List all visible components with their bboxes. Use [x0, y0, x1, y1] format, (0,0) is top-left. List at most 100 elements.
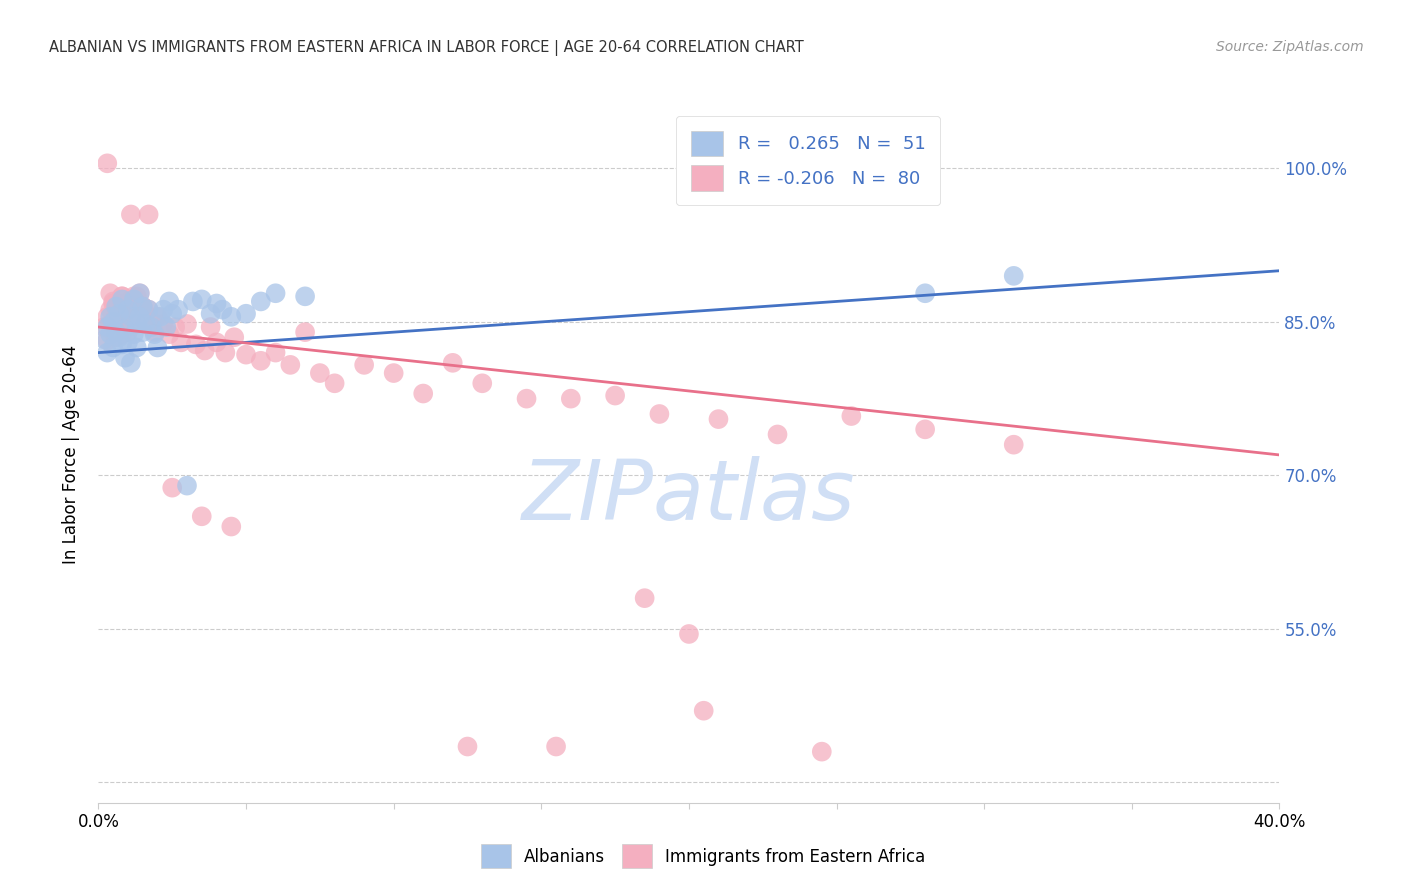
- Point: [152, 317, 174, 331]
- Point: [323, 376, 346, 391]
- Point: [105, 325, 128, 339]
- Point: [810, 745, 832, 759]
- Point: [117, 335, 139, 350]
- Point: [120, 310, 142, 324]
- Point: [914, 422, 936, 436]
- Y-axis label: In Labor Force | Age 20-64: In Labor Force | Age 20-64: [62, 345, 80, 565]
- Point: [128, 310, 150, 324]
- Point: [135, 317, 157, 331]
- Point: [546, 739, 568, 754]
- Point: [120, 356, 142, 370]
- Point: [111, 289, 134, 303]
- Point: [560, 392, 582, 406]
- Point: [117, 325, 139, 339]
- Point: [125, 317, 148, 331]
- Point: [98, 310, 121, 324]
- Text: ALBANIAN VS IMMIGRANTS FROM EASTERN AFRICA IN LABOR FORCE | AGE 20-64 CORRELATIO: ALBANIAN VS IMMIGRANTS FROM EASTERN AFRI…: [49, 40, 804, 56]
- Point: [111, 289, 134, 303]
- Point: [96, 334, 118, 348]
- Legend: Albanians, Immigrants from Eastern Africa: Albanians, Immigrants from Eastern Afric…: [474, 838, 932, 875]
- Point: [353, 358, 375, 372]
- Point: [135, 307, 157, 321]
- Point: [211, 302, 233, 317]
- Point: [1002, 268, 1025, 283]
- Point: [98, 302, 121, 317]
- Point: [1002, 438, 1025, 452]
- Point: [191, 509, 214, 524]
- Point: [125, 300, 148, 314]
- Point: [105, 307, 128, 321]
- Point: [93, 320, 115, 334]
- Point: [141, 315, 163, 329]
- Point: [122, 294, 145, 309]
- Point: [693, 704, 716, 718]
- Point: [114, 300, 136, 314]
- Point: [96, 345, 118, 359]
- Point: [515, 392, 537, 406]
- Point: [264, 345, 287, 359]
- Point: [103, 294, 125, 309]
- Point: [278, 358, 302, 372]
- Point: [98, 327, 121, 342]
- Point: [96, 320, 118, 334]
- Legend: R =   0.265   N =  51, R = -0.206   N =  80: R = 0.265 N = 51, R = -0.206 N = 80: [676, 116, 939, 205]
- Point: [138, 207, 160, 221]
- Point: [135, 317, 157, 331]
- Point: [105, 310, 128, 324]
- Point: [382, 366, 405, 380]
- Point: [224, 330, 246, 344]
- Point: [146, 341, 169, 355]
- Point: [184, 337, 207, 351]
- Point: [98, 286, 121, 301]
- Point: [114, 302, 136, 317]
- Point: [167, 302, 190, 317]
- Point: [157, 327, 180, 342]
- Point: [412, 386, 434, 401]
- Point: [96, 156, 118, 170]
- Point: [162, 481, 183, 495]
- Point: [155, 320, 177, 334]
- Point: [143, 325, 166, 339]
- Point: [141, 320, 163, 334]
- Point: [120, 310, 142, 324]
- Point: [250, 353, 273, 368]
- Point: [117, 302, 139, 317]
- Point: [205, 296, 228, 310]
- Point: [103, 296, 125, 310]
- Point: [108, 330, 131, 344]
- Point: [456, 739, 478, 754]
- Point: [128, 286, 150, 301]
- Point: [108, 320, 131, 334]
- Point: [471, 376, 494, 391]
- Point: [105, 330, 128, 344]
- Point: [605, 388, 627, 402]
- Point: [146, 310, 169, 324]
- Point: [143, 327, 166, 342]
- Point: [138, 302, 160, 317]
- Point: [162, 307, 183, 321]
- Point: [200, 320, 222, 334]
- Point: [93, 332, 115, 346]
- Point: [122, 327, 145, 342]
- Point: [111, 337, 134, 351]
- Point: [149, 310, 172, 324]
- Point: [128, 310, 150, 324]
- Point: [176, 478, 198, 492]
- Point: [103, 315, 125, 329]
- Point: [191, 293, 214, 307]
- Point: [157, 294, 180, 309]
- Point: [114, 322, 136, 336]
- Point: [648, 407, 671, 421]
- Point: [96, 310, 118, 324]
- Point: [120, 207, 142, 221]
- Point: [200, 307, 222, 321]
- Point: [117, 310, 139, 324]
- Point: [111, 293, 134, 307]
- Point: [114, 351, 136, 365]
- Point: [264, 286, 287, 301]
- Point: [205, 335, 228, 350]
- Point: [235, 307, 257, 321]
- Point: [165, 320, 187, 334]
- Point: [841, 409, 863, 423]
- Text: Source: ZipAtlas.com: Source: ZipAtlas.com: [1216, 40, 1364, 54]
